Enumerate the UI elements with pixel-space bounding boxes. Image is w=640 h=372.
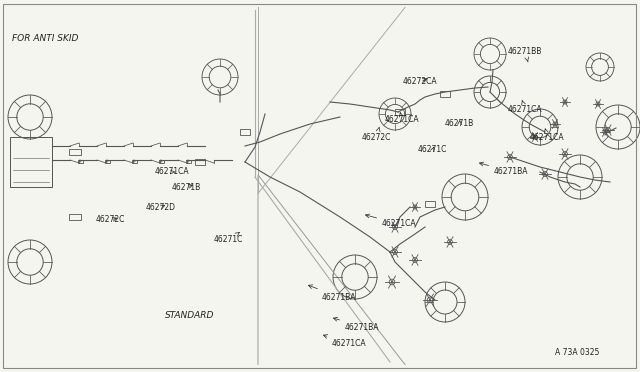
Bar [69,214,81,220]
Text: 46271CA: 46271CA [323,334,367,349]
Bar [186,160,191,163]
Text: 46272D: 46272D [146,202,176,212]
Bar [104,160,109,163]
Text: 46271CA: 46271CA [530,129,564,141]
Text: 46271CA: 46271CA [385,113,420,125]
Text: 46271CA: 46271CA [508,100,543,115]
Text: 46271BA: 46271BA [308,285,356,301]
Text: 46271C: 46271C [418,145,447,154]
Text: STANDARD: STANDARD [165,311,214,320]
Text: A 73A 0325: A 73A 0325 [555,348,600,357]
Text: 46271BB: 46271BB [508,48,542,62]
Text: 46272CA: 46272CA [403,77,438,87]
Text: 46271BA: 46271BA [333,317,380,331]
Bar [425,201,435,207]
Text: 46271C: 46271C [214,232,243,244]
Bar [77,160,83,163]
Bar [131,160,136,163]
Text: 46271BA: 46271BA [479,162,529,176]
Text: 46271B: 46271B [172,183,201,192]
Bar [195,159,205,165]
Text: 46272C: 46272C [96,215,125,224]
Bar [69,149,81,155]
Text: 46271CA: 46271CA [155,167,189,176]
Bar [240,129,250,135]
Bar [159,160,163,163]
Text: 46271B: 46271B [445,119,474,128]
Bar [10,137,52,187]
Bar [395,109,405,115]
Text: FOR ANTI SKID: FOR ANTI SKID [12,34,78,43]
Text: 46272C: 46272C [362,127,392,141]
Bar [440,91,450,97]
Text: 46271CA: 46271CA [365,214,417,228]
